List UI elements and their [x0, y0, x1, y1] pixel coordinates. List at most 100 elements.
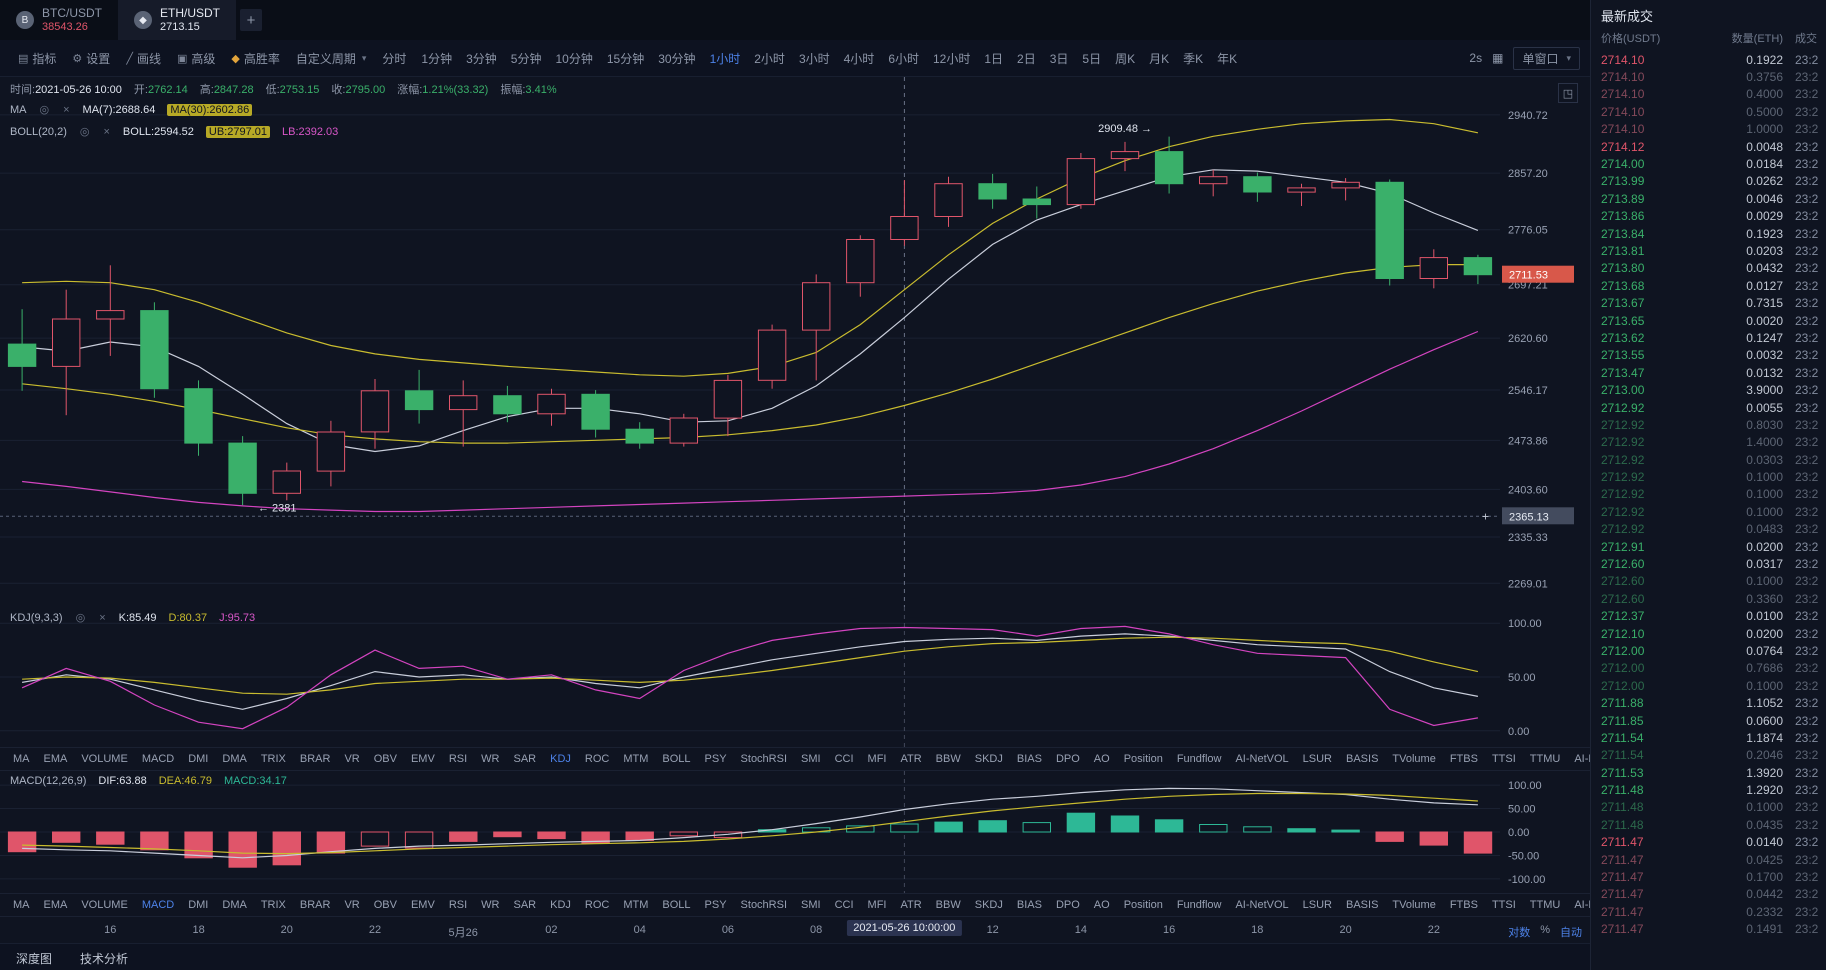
indicator-DPO[interactable]: DPO [1055, 899, 1080, 911]
timeframe-3日[interactable]: 3日 [1049, 51, 1069, 66]
trade-row[interactable]: 2713.47 0.0132 23:2 [1591, 364, 1825, 381]
indicator-AI-BSI[interactable]: AI-BSI [1574, 753, 1590, 765]
add-pair-button[interactable]: + [240, 9, 262, 31]
trade-row[interactable]: 2713.80 0.0432 23:2 [1591, 260, 1825, 277]
trade-row[interactable]: 2712.60 0.1000 23:2 [1591, 573, 1825, 590]
trade-row[interactable]: 2713.68 0.0127 23:2 [1591, 277, 1825, 294]
indicator-LSUR[interactable]: LSUR [1302, 899, 1332, 911]
indicator-BASIS[interactable]: BASIS [1346, 899, 1379, 911]
indicator-Position[interactable]: Position [1123, 753, 1163, 765]
trade-row[interactable]: 2714.00 0.0184 23:2 [1591, 155, 1825, 172]
indicator-AO[interactable]: AO [1093, 753, 1110, 765]
indicator-EMA[interactable]: EMA [43, 753, 68, 765]
trade-row[interactable]: 2713.86 0.0029 23:2 [1591, 208, 1825, 225]
indicator-LSUR[interactable]: LSUR [1302, 753, 1332, 765]
indicator-TTSI[interactable]: TTSI [1491, 753, 1516, 765]
tool-设置[interactable]: ⚙ 设置 [64, 50, 118, 67]
indicator-MFI[interactable]: MFI [867, 753, 887, 765]
indicator-ATR[interactable]: ATR [900, 753, 922, 765]
eye-icon[interactable]: ◎ [75, 612, 86, 624]
kdj-indicator-chart[interactable]: 100.00 50.00 0.00 [0, 607, 1591, 747]
indicator-VOLUME[interactable]: VOLUME [81, 899, 128, 911]
indicator-RSI[interactable]: RSI [448, 753, 468, 765]
indicator-BIAS[interactable]: BIAS [1016, 899, 1042, 911]
trade-row[interactable]: 2711.54 0.2046 23:2 [1591, 747, 1825, 764]
trade-row[interactable]: 2713.89 0.0046 23:2 [1591, 190, 1825, 207]
indicator-DMA[interactable]: DMA [222, 753, 247, 765]
indicator-AI-NetVOL[interactable]: AI-NetVOL [1235, 753, 1289, 765]
trade-row[interactable]: 2711.47 0.1491 23:2 [1591, 921, 1825, 938]
indicator-MTM[interactable]: MTM [623, 899, 649, 911]
eye-icon[interactable]: ◎ [39, 104, 50, 116]
trade-row[interactable]: 2713.99 0.0262 23:2 [1591, 173, 1825, 190]
trade-row[interactable]: 2714.10 0.5000 23:2 [1591, 103, 1825, 120]
indicator-FTBS[interactable]: FTBS [1449, 753, 1478, 765]
trade-row[interactable]: 2711.47 0.0425 23:2 [1591, 851, 1825, 868]
trade-row[interactable]: 2713.00 3.9000 23:2 [1591, 381, 1825, 398]
indicator-TRIX[interactable]: TRIX [260, 899, 286, 911]
timeframe-4小时[interactable]: 4小时 [843, 51, 875, 66]
indicator-DMI[interactable]: DMI [188, 753, 209, 765]
indicator-SKDJ[interactable]: SKDJ [974, 899, 1003, 911]
trade-row[interactable]: 2712.92 0.1000 23:2 [1591, 503, 1825, 520]
indicator-PSY[interactable]: PSY [704, 753, 727, 765]
timeframe-3分钟[interactable]: 3分钟 [466, 51, 497, 66]
indicator-DMA[interactable]: DMA [222, 899, 247, 911]
trade-row[interactable]: 2714.10 0.1922 23:2 [1591, 51, 1825, 68]
indicator-TVolume[interactable]: TVolume [1392, 899, 1436, 911]
indicator-TTSI[interactable]: TTSI [1491, 899, 1516, 911]
trade-row[interactable]: 2713.65 0.0020 23:2 [1591, 312, 1825, 329]
indicator-PSY[interactable]: PSY [704, 899, 727, 911]
tool-指标[interactable]: ▤ 指标 [10, 50, 64, 67]
tool-分时[interactable]: 分时 [374, 50, 414, 67]
indicator-ATR[interactable]: ATR [900, 899, 922, 911]
trade-row[interactable]: 2712.91 0.0200 23:2 [1591, 538, 1825, 555]
trade-row[interactable]: 2712.37 0.0100 23:2 [1591, 608, 1825, 625]
tab-btc-usdt[interactable]: B BTC/USDT 38543.26 [0, 0, 118, 40]
timeframe-30分钟[interactable]: 30分钟 [658, 51, 696, 66]
indicator-VR[interactable]: VR [344, 753, 360, 765]
timeframe-年K[interactable]: 年K [1217, 51, 1238, 66]
timeframe-1小时[interactable]: 1小时 [709, 51, 741, 66]
timeframe-5日[interactable]: 5日 [1082, 51, 1102, 66]
trade-row[interactable]: 2712.92 0.0055 23:2 [1591, 399, 1825, 416]
indicator-EMV[interactable]: EMV [410, 753, 435, 765]
trade-row[interactable]: 2714.10 0.3756 23:2 [1591, 68, 1825, 85]
indicator-VOLUME[interactable]: VOLUME [81, 753, 128, 765]
timeframe-季K[interactable]: 季K [1183, 51, 1204, 66]
trade-row[interactable]: 2712.60 0.3360 23:2 [1591, 590, 1825, 607]
indicator-WR[interactable]: WR [481, 899, 500, 911]
close-icon[interactable]: × [103, 125, 110, 138]
indicator-MA[interactable]: MA [13, 899, 30, 911]
indicator-EMA[interactable]: EMA [43, 899, 68, 911]
indicator-BRAR[interactable]: BRAR [299, 753, 331, 765]
trade-row[interactable]: 2712.00 0.7686 23:2 [1591, 660, 1825, 677]
trade-row[interactable]: 2711.85 0.0600 23:2 [1591, 712, 1825, 729]
indicator-SAR[interactable]: SAR [513, 753, 537, 765]
timeframe-10分钟[interactable]: 10分钟 [555, 51, 593, 66]
timeframe-3小时[interactable]: 3小时 [798, 51, 830, 66]
indicator-DPO[interactable]: DPO [1055, 753, 1080, 765]
indicator-EMV[interactable]: EMV [410, 899, 435, 911]
indicator-TRIX[interactable]: TRIX [260, 753, 286, 765]
indicator-Fundflow[interactable]: Fundflow [1176, 899, 1222, 911]
trade-row[interactable]: 2711.47 0.0140 23:2 [1591, 834, 1825, 851]
trade-row[interactable]: 2712.00 0.1000 23:2 [1591, 677, 1825, 694]
time-axis[interactable]: 对数 % 自动 16 18 20 22 5月26 02 04 06 08 2021-05-26 1… [0, 917, 1590, 943]
indicator-Fundflow[interactable]: Fundflow [1176, 753, 1222, 765]
log-scale-toggle[interactable]: 对数 [1508, 927, 1531, 939]
trade-row[interactable]: 2713.81 0.0203 23:2 [1591, 242, 1825, 259]
indicator-WR[interactable]: WR [481, 753, 500, 765]
chart-expand-icon[interactable]: ◳ [1558, 83, 1578, 103]
trade-row[interactable]: 2712.92 0.0303 23:2 [1591, 451, 1825, 468]
timeframe-1分钟[interactable]: 1分钟 [421, 51, 453, 66]
trade-row[interactable]: 2714.12 0.0048 23:2 [1591, 138, 1825, 155]
indicator-AI-BSI[interactable]: AI-BSI [1574, 899, 1590, 911]
timeframe-2小时[interactable]: 2小时 [754, 51, 785, 66]
macd-indicator-chart[interactable]: 100.00 50.00 0.00 -50.00 -100.00 [0, 771, 1591, 893]
trade-row[interactable]: 2712.10 0.0200 23:2 [1591, 625, 1825, 642]
indicator-AI-NetVOL[interactable]: AI-NetVOL [1235, 899, 1289, 911]
auto-scale-toggle[interactable]: 自动 [1560, 927, 1582, 939]
indicator-FTBS[interactable]: FTBS [1449, 899, 1478, 911]
trade-row[interactable]: 2712.00 0.0764 23:2 [1591, 642, 1825, 659]
